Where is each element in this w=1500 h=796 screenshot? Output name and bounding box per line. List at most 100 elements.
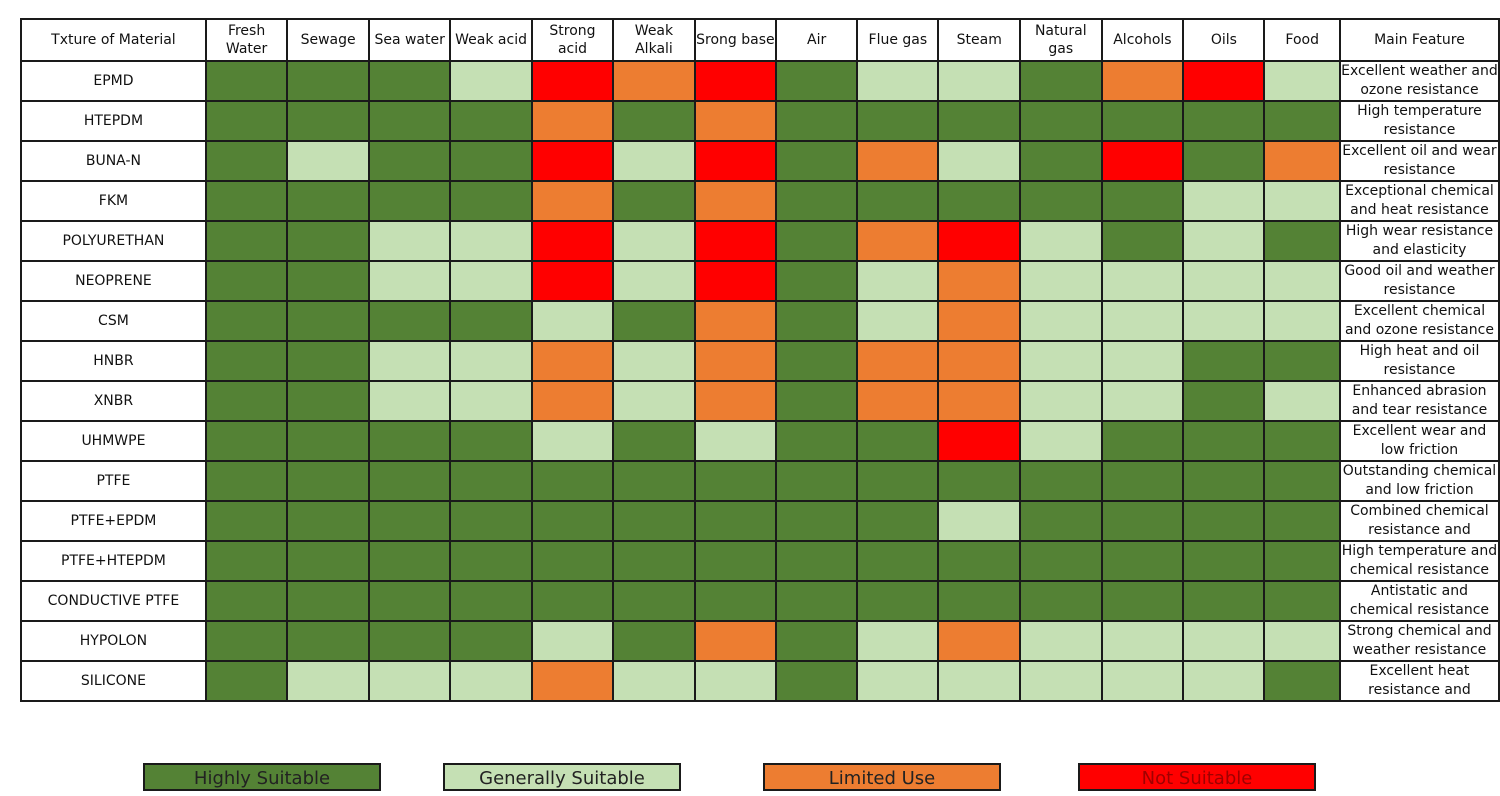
rating-cell <box>530 100 615 142</box>
table-row: BUNA-N Excellent oil and wear resistance <box>20 140 1500 182</box>
column-header-food: Food <box>1263 18 1341 62</box>
rating-cell <box>367 300 452 342</box>
rating-cell <box>1100 140 1185 182</box>
rating-cell <box>612 180 696 222</box>
material-label: PTFE+EPDM <box>20 500 207 542</box>
rating-cell <box>612 380 696 422</box>
rating-cell <box>204 140 289 182</box>
rating-cell <box>1263 420 1341 462</box>
rating-cell <box>612 300 696 342</box>
rating-cell <box>1018 460 1103 502</box>
rating-cell <box>693 220 778 262</box>
feature-cell: Good oil and weather resistance <box>1338 260 1500 302</box>
rating-cell <box>775 340 859 382</box>
rating-cell <box>937 540 1021 582</box>
rating-cell <box>367 60 452 102</box>
rating-cell <box>1100 660 1185 702</box>
rating-cell <box>1018 420 1103 462</box>
rating-cell <box>1263 660 1341 702</box>
rating-cell <box>1263 300 1341 342</box>
rating-cell <box>775 300 859 342</box>
rating-cell <box>856 500 940 542</box>
column-header-air: Air <box>775 18 859 62</box>
rating-cell <box>1182 300 1266 342</box>
rating-cell <box>449 220 533 262</box>
rating-cell <box>367 180 452 222</box>
rating-cell <box>856 420 940 462</box>
legend: Highly Suitable Generally Suitable Limited… <box>0 763 1500 795</box>
column-header-fresh-water: Fresh Water <box>204 18 289 62</box>
rating-cell <box>530 220 615 262</box>
rating-cell <box>693 540 778 582</box>
row-header-label: Txture of Material <box>20 18 207 62</box>
rating-cell <box>612 100 696 142</box>
rating-cell <box>1263 580 1341 622</box>
rating-cell <box>530 580 615 622</box>
rating-cell <box>693 60 778 102</box>
rating-cell <box>693 500 778 542</box>
table-row: EPMD Excellent weather and ozone resistan… <box>20 60 1500 102</box>
rating-cell <box>530 460 615 502</box>
feature-cell: Antistatic and chemical resistance <box>1338 580 1500 622</box>
feature-cell: High heat and oil resistance <box>1338 340 1500 382</box>
rating-cell <box>449 140 533 182</box>
rating-cell <box>530 60 615 102</box>
rating-cell <box>856 660 940 702</box>
rating-cell <box>1018 100 1103 142</box>
rating-cell <box>204 380 289 422</box>
rating-cell <box>449 580 533 622</box>
rating-cell <box>1100 220 1185 262</box>
rating-cell <box>530 620 615 662</box>
rating-cell <box>856 140 940 182</box>
rating-cell <box>204 660 289 702</box>
rating-cell <box>775 100 859 142</box>
rating-cell <box>1182 580 1266 622</box>
feature-cell: Enhanced abrasion and tear resistance <box>1338 380 1500 422</box>
rating-cell <box>367 140 452 182</box>
legend-limited-use: Limited Use <box>763 763 1001 791</box>
rating-cell <box>204 340 289 382</box>
rating-cell <box>937 580 1021 622</box>
rating-cell <box>530 380 615 422</box>
rating-cell <box>937 460 1021 502</box>
rating-cell <box>204 300 289 342</box>
rating-cell <box>937 60 1021 102</box>
rating-cell <box>937 300 1021 342</box>
rating-cell <box>367 660 452 702</box>
rating-cell <box>856 460 940 502</box>
table-row: PTFE+HTEPDM High temperature and chemical… <box>20 540 1500 582</box>
rating-cell <box>367 420 452 462</box>
table-row: FKM Exceptional chemical and heat resista… <box>20 180 1500 222</box>
table-row: CONDUCTIVE PTFE Antistatic and chemical r… <box>20 580 1500 622</box>
rating-cell <box>1100 500 1185 542</box>
rating-cell <box>530 180 615 222</box>
rating-cell <box>1018 580 1103 622</box>
rating-cell <box>937 100 1021 142</box>
legend-generally-suitable: Generally Suitable <box>443 763 681 791</box>
rating-cell <box>1018 540 1103 582</box>
header-row: Txture of Material Fresh Water Sewage Sea wa… <box>20 18 1500 62</box>
column-header-strong-acid: Strong acid <box>530 18 615 62</box>
rating-cell <box>693 580 778 622</box>
material-label: HYPOLON <box>20 620 207 662</box>
table-row: POLYURETHAN High wear resistance and elas… <box>20 220 1500 262</box>
rating-cell <box>612 660 696 702</box>
rating-cell <box>937 260 1021 302</box>
rating-cell <box>937 500 1021 542</box>
rating-cell <box>286 180 370 222</box>
rating-cell <box>530 300 615 342</box>
rating-cell <box>530 260 615 302</box>
rating-cell <box>1182 500 1266 542</box>
rating-cell <box>1263 460 1341 502</box>
feature-cell: Excellent oil and wear resistance <box>1338 140 1500 182</box>
rating-cell <box>693 380 778 422</box>
rating-cell <box>286 140 370 182</box>
table-row: PTFE+EPDM Combined chemical resistance an… <box>20 500 1500 542</box>
table-row: PTFE Outstanding chemical and low frictio… <box>20 460 1500 502</box>
rating-cell <box>449 620 533 662</box>
rating-cell <box>856 220 940 262</box>
rating-cell <box>286 660 370 702</box>
rating-cell <box>1018 620 1103 662</box>
rating-cell <box>693 340 778 382</box>
rating-cell <box>693 140 778 182</box>
